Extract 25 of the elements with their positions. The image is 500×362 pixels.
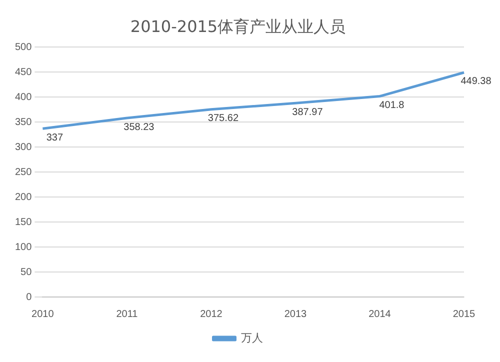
y-tick-label: 450 bbox=[14, 66, 32, 78]
data-label: 337 bbox=[46, 132, 64, 144]
y-tick-label: 100 bbox=[14, 242, 32, 253]
y-tick-label: 500 bbox=[14, 42, 32, 53]
y-tick-label: 400 bbox=[14, 92, 32, 103]
legend-label: 万人 bbox=[240, 331, 263, 344]
y-tick-label: 300 bbox=[14, 142, 32, 153]
y-tick-label: 0 bbox=[26, 292, 32, 303]
y-tick-label: 250 bbox=[14, 166, 32, 178]
y-tick-label: 200 bbox=[14, 192, 32, 203]
y-tick-label: 50 bbox=[20, 266, 32, 278]
x-tick-label: 2011 bbox=[116, 308, 138, 320]
data-label: 387.97 bbox=[292, 106, 324, 118]
chart-title: 2010-2015体育产业从业人员 bbox=[130, 16, 346, 36]
x-tick-label: 2015 bbox=[452, 308, 476, 320]
data-label: 358.23 bbox=[124, 122, 155, 133]
data-label: 449.38 bbox=[460, 76, 492, 88]
x-tick-label: 2012 bbox=[200, 308, 223, 320]
x-tick-label: 2014 bbox=[368, 308, 392, 320]
y-tick-label: 350 bbox=[14, 116, 32, 128]
data-label: 401.8 bbox=[379, 100, 405, 112]
x-tick-label: 2010 bbox=[32, 308, 54, 320]
data-label: 375.62 bbox=[208, 113, 239, 124]
x-tick-label: 2013 bbox=[284, 308, 308, 320]
y-tick-label: 150 bbox=[14, 216, 32, 228]
